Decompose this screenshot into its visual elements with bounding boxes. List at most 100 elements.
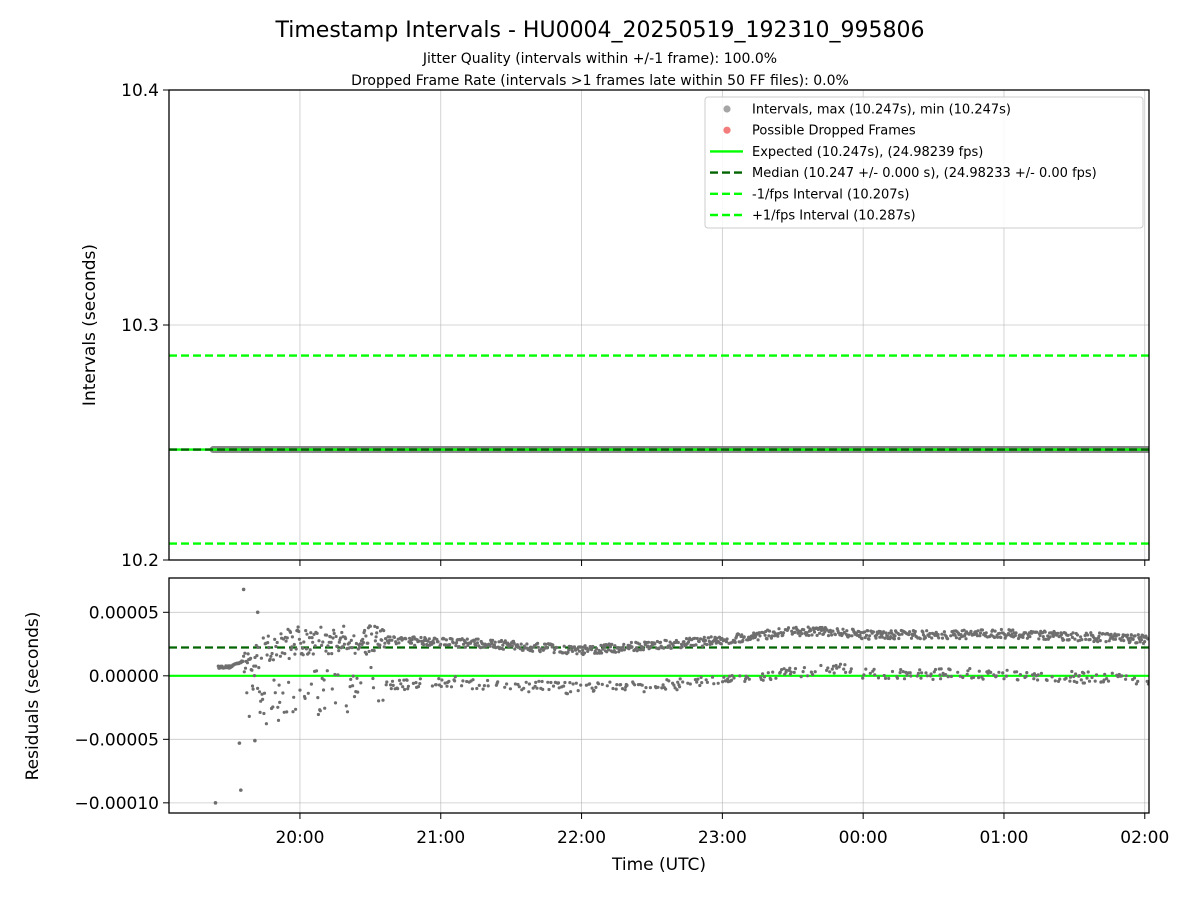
residual-point: [388, 635, 392, 639]
residual-point: [472, 639, 476, 644]
residual-point: [454, 644, 458, 648]
residual-point: [898, 671, 902, 675]
residual-point: [316, 712, 320, 717]
residual-point: [1090, 675, 1094, 680]
residual-point: [688, 682, 692, 686]
residual-point: [512, 641, 516, 645]
residual-point: [698, 683, 702, 688]
residual-point: [835, 666, 839, 670]
residual-point: [925, 629, 929, 633]
residual-point: [328, 635, 332, 639]
residual-point: [488, 644, 492, 648]
residual-point: [834, 663, 838, 668]
residual-point: [1068, 679, 1072, 683]
residual-point: [703, 638, 708, 643]
residual-point: [1145, 679, 1149, 684]
residual-point: [1088, 637, 1092, 642]
residual-point: [908, 630, 912, 634]
residual-point: [904, 670, 908, 675]
residual-point: [448, 643, 452, 647]
residual-point: [298, 688, 302, 692]
intervals-x-tickmarks: [299, 560, 1146, 566]
residual-point: [771, 670, 775, 674]
residual-point: [767, 629, 772, 633]
residual-point: [1146, 637, 1149, 641]
residual-point: [290, 645, 294, 649]
residual-point: [257, 690, 262, 694]
residual-point: [549, 680, 553, 685]
residual-point: [1066, 633, 1070, 638]
residual-point: [623, 688, 627, 692]
y-tick-label: 0.00000: [89, 667, 159, 687]
residual-point: [837, 665, 841, 669]
residual-point: [316, 696, 320, 700]
residual-point: [1125, 633, 1130, 637]
residual-point: [404, 637, 408, 641]
residual-point: [776, 634, 780, 638]
residual-point: [999, 635, 1003, 640]
residual-point: [434, 683, 438, 687]
residual-point: [273, 691, 277, 695]
residual-point: [1060, 632, 1064, 637]
residual-point: [1070, 635, 1074, 640]
residual-point: [789, 670, 793, 674]
residual-point: [436, 640, 440, 644]
residual-point: [823, 630, 827, 634]
residual-point: [938, 673, 942, 677]
residual-point: [873, 673, 877, 677]
residual-point: [838, 662, 843, 666]
residual-point: [939, 677, 943, 681]
residual-point: [310, 636, 314, 640]
residual-point: [370, 632, 374, 636]
residual-point: [800, 632, 804, 636]
residual-point: [337, 649, 341, 653]
residual-point: [364, 652, 369, 656]
residual-point: [1072, 679, 1076, 684]
residual-point: [686, 681, 690, 685]
residual-point: [826, 666, 830, 670]
residual-point: [584, 683, 589, 687]
residual-point: [291, 710, 295, 714]
residual-point: [1070, 669, 1074, 674]
residual-point: [283, 652, 287, 656]
residual-point: [260, 692, 264, 696]
residual-point: [322, 678, 326, 682]
residual-point: [382, 629, 386, 633]
residual-point: [521, 648, 525, 652]
residual-point: [697, 639, 701, 644]
residual-point: [262, 691, 267, 695]
legend-label: Expected (10.247s), (24.98239 fps): [752, 145, 983, 160]
residual-point: [978, 634, 982, 638]
residual-point: [1056, 631, 1060, 635]
residual-point: [381, 698, 385, 702]
residual-point: [287, 656, 291, 661]
residual-point: [287, 680, 291, 685]
residual-point: [251, 687, 255, 691]
residual-point: [396, 687, 400, 691]
residual-point: [782, 667, 786, 671]
residual-point: [1067, 638, 1071, 642]
residual-point: [958, 637, 962, 641]
residual-point: [698, 637, 703, 641]
residual-point: [334, 634, 338, 639]
residual-point: [716, 681, 720, 685]
residual-point: [547, 687, 551, 692]
residual-point: [946, 637, 950, 641]
residual-point: [591, 644, 595, 649]
residual-point: [909, 674, 913, 678]
residual-point: [679, 642, 684, 647]
residual-point: [373, 624, 377, 629]
residual-point: [385, 680, 389, 684]
residual-point: [355, 676, 359, 680]
residual-point: [261, 697, 265, 702]
residual-point: [885, 634, 890, 638]
residual-point: [909, 636, 914, 640]
residual-point: [592, 688, 596, 693]
residual-point: [815, 633, 819, 638]
residual-point: [728, 674, 732, 678]
residual-point: [1080, 638, 1084, 642]
residual-point: [802, 666, 807, 670]
residual-point: [503, 685, 507, 689]
residual-point: [594, 685, 598, 690]
residual-point: [418, 682, 422, 686]
